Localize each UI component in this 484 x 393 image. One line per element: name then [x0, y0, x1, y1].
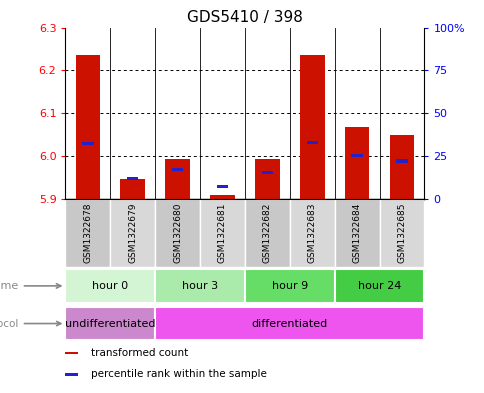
- Bar: [65, 269, 155, 303]
- Bar: [165, 159, 190, 198]
- Text: percentile rank within the sample: percentile rank within the sample: [91, 369, 266, 380]
- Bar: [155, 269, 244, 303]
- Bar: [65, 307, 155, 340]
- Text: GSM1322685: GSM1322685: [396, 203, 406, 263]
- Bar: [244, 269, 334, 303]
- Text: differentiated: differentiated: [251, 319, 327, 329]
- Bar: [200, 198, 244, 267]
- Bar: [65, 352, 78, 354]
- Bar: [155, 198, 200, 267]
- Bar: [261, 171, 272, 174]
- Text: hour 9: hour 9: [271, 281, 307, 291]
- Bar: [76, 55, 100, 198]
- Bar: [120, 179, 145, 198]
- Text: GSM1322683: GSM1322683: [307, 203, 316, 263]
- Bar: [299, 55, 324, 198]
- Text: GSM1322681: GSM1322681: [217, 203, 227, 263]
- Bar: [306, 141, 317, 144]
- Text: GSM1322680: GSM1322680: [173, 203, 182, 263]
- Bar: [244, 198, 289, 267]
- Bar: [155, 307, 423, 340]
- Text: transformed count: transformed count: [91, 348, 187, 358]
- Text: GSM1322682: GSM1322682: [262, 203, 272, 263]
- Text: hour 0: hour 0: [92, 281, 128, 291]
- Bar: [289, 198, 334, 267]
- Title: GDS5410 / 398: GDS5410 / 398: [187, 10, 302, 25]
- Text: GSM1322684: GSM1322684: [352, 203, 361, 263]
- Bar: [82, 142, 93, 145]
- Text: undifferentiated: undifferentiated: [65, 319, 155, 329]
- Text: GSM1322679: GSM1322679: [128, 203, 137, 263]
- Bar: [389, 135, 413, 198]
- Bar: [65, 373, 78, 376]
- Bar: [216, 185, 227, 188]
- Text: time: time: [0, 281, 60, 291]
- Bar: [395, 160, 407, 163]
- Bar: [127, 176, 138, 180]
- Bar: [334, 198, 378, 267]
- Bar: [110, 198, 155, 267]
- Text: growth protocol: growth protocol: [0, 319, 60, 329]
- Bar: [334, 269, 424, 303]
- Bar: [210, 195, 234, 198]
- Text: GSM1322678: GSM1322678: [83, 203, 92, 263]
- Bar: [65, 198, 110, 267]
- Bar: [172, 168, 183, 171]
- Bar: [378, 198, 424, 267]
- Text: hour 3: hour 3: [182, 281, 218, 291]
- Bar: [255, 159, 279, 198]
- Bar: [344, 127, 369, 198]
- Bar: [351, 154, 362, 157]
- Text: hour 24: hour 24: [357, 281, 400, 291]
